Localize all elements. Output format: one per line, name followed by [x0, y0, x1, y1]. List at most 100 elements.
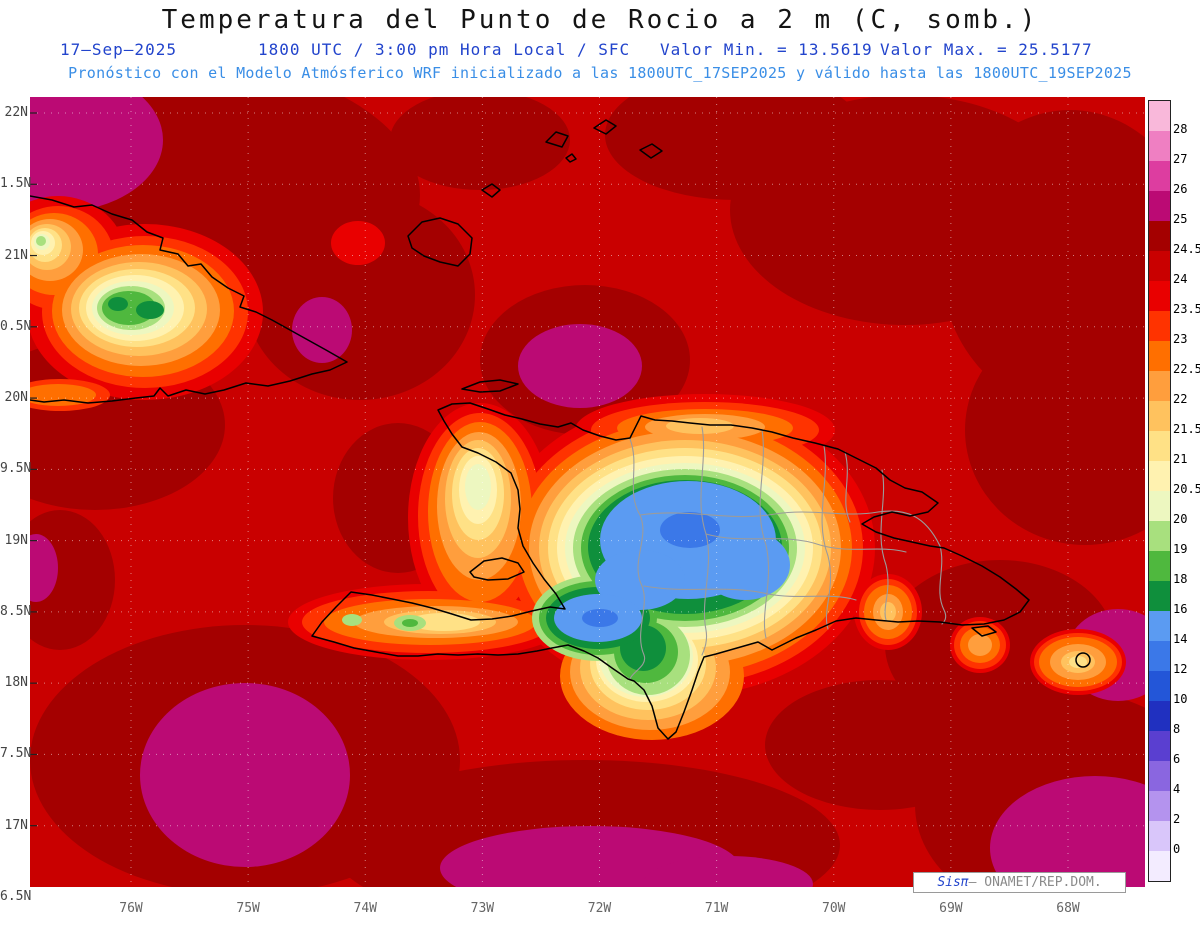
colorbar-segment	[1149, 611, 1170, 641]
attribution-box: Sisπ– ONAMET/REP.DOM.	[913, 872, 1126, 893]
province-borders	[629, 426, 947, 680]
colorbar-label: 8	[1173, 722, 1181, 736]
x-axis-label: 68W	[1056, 901, 1080, 916]
colorbar-label: 16	[1173, 602, 1188, 616]
colorbar-segment	[1149, 551, 1170, 581]
colorbar-label: 25	[1173, 212, 1188, 226]
colorbar-segment	[1149, 731, 1170, 761]
coastlines	[30, 119, 1091, 740]
colorbar	[1148, 100, 1171, 882]
y-axis-label: 7.5N	[0, 746, 32, 762]
colorbar-label: 0	[1173, 842, 1181, 856]
y-axis-label: 20N	[4, 390, 28, 406]
colorbar-label: 22.5	[1173, 362, 1200, 376]
colorbar-label: 20.5	[1173, 482, 1200, 496]
colorbar-segment	[1149, 581, 1170, 611]
colorbar-label: 4	[1173, 782, 1181, 796]
colorbar-segment	[1149, 491, 1170, 521]
y-axis-label: 22N	[4, 105, 28, 120]
x-axis-label: 74W	[353, 901, 377, 916]
x-axis-label: 72W	[587, 901, 612, 916]
colorbar-segment	[1149, 221, 1170, 251]
colorbar-label: 21	[1173, 452, 1188, 466]
x-axis-label: 69W	[939, 901, 963, 916]
colorbar-label: 21.5	[1173, 422, 1200, 436]
x-axis-label: 73W	[470, 901, 495, 916]
forecast-date: 17–Sep–2025	[60, 40, 177, 59]
y-axis-label: 19N	[4, 532, 28, 548]
model-info-line: Pronóstico con el Modelo Atmósferico WRF…	[68, 64, 1132, 82]
y-axis-label: 6.5N	[0, 888, 32, 904]
value-max: Valor Max. = 25.5177	[880, 40, 1093, 59]
colorbar-segment	[1149, 401, 1170, 431]
attribution-org: – ONAMET/REP.DOM.	[968, 875, 1102, 890]
colorbar-label: 20	[1173, 512, 1188, 526]
colorbar-label: 26	[1173, 182, 1188, 196]
colorbar-label: 18	[1173, 572, 1188, 586]
colorbar-segment	[1149, 851, 1170, 881]
x-axis-label: 76W	[119, 901, 143, 916]
colorbar-segment	[1149, 191, 1170, 221]
colorbar-segment	[1149, 761, 1170, 791]
colorbar-label: 10	[1173, 692, 1188, 706]
colorbar-label: 24	[1173, 272, 1188, 286]
contour-map	[30, 97, 1145, 887]
colorbar-segment	[1149, 521, 1170, 551]
colorbar-segment	[1149, 281, 1170, 311]
caicos-island-2	[593, 119, 617, 135]
gonave-island	[469, 557, 525, 581]
colorbar-label: 6	[1173, 752, 1181, 766]
field-deep-blue	[582, 512, 720, 627]
mona-island	[1075, 652, 1091, 668]
turks-island	[639, 143, 663, 159]
value-min: Valor Min. = 13.5619	[660, 40, 873, 59]
colorbar-segment	[1149, 131, 1170, 161]
axis-ticks	[30, 112, 37, 827]
colorbar-segment	[1149, 311, 1170, 341]
tortue-island	[461, 379, 519, 393]
colorbar-label: 22	[1173, 392, 1188, 406]
colorbar-label: 23.5	[1173, 302, 1200, 316]
y-axis-label: 8.5N	[0, 603, 32, 619]
colorbar-segment	[1149, 791, 1170, 821]
great-inagua-island	[407, 217, 473, 267]
colorbar-label: 2	[1173, 812, 1181, 826]
hispaniola-coastline	[311, 402, 1030, 740]
colorbar-label: 27	[1173, 152, 1188, 166]
colorbar-label: 23	[1173, 332, 1188, 346]
colorbar-segment	[1149, 641, 1170, 671]
little-inagua-island	[481, 183, 501, 198]
caicos-island-1	[545, 131, 569, 148]
colorbar-segment	[1149, 461, 1170, 491]
colorbar-segment	[1149, 161, 1170, 191]
colorbar-segment	[1149, 341, 1170, 371]
saona-island	[971, 625, 997, 637]
x-axis-label: 70W	[822, 901, 846, 916]
x-axis-label: 75W	[236, 901, 260, 916]
y-axis-label: 17N	[4, 817, 28, 833]
attribution-brand: Sisπ	[937, 875, 969, 890]
y-axis-label: 0.5N	[0, 318, 32, 334]
colorbar-label: 14	[1173, 632, 1188, 646]
colorbar-segment	[1149, 371, 1170, 401]
colorbar-segment	[1149, 671, 1170, 701]
forecast-time: 1800 UTC / 3:00 pm Hora Local / SFC	[258, 40, 631, 59]
colorbar-segment	[1149, 251, 1170, 281]
colorbar-label: 28	[1173, 122, 1188, 136]
colorbar-segment	[1149, 821, 1170, 851]
small-cay	[565, 153, 577, 163]
colorbar-label: 19	[1173, 542, 1188, 556]
cuba-coastline	[30, 195, 348, 404]
colorbar-label: 12	[1173, 662, 1188, 676]
field-magenta	[30, 97, 1145, 887]
y-axis-label: 1.5N	[0, 176, 32, 192]
colorbar-segment	[1149, 701, 1170, 731]
x-axis-label: 71W	[704, 901, 729, 916]
colorbar-segment	[1149, 101, 1170, 131]
colorbar-segment	[1149, 431, 1170, 461]
grid-lines	[30, 97, 1145, 887]
y-axis-label: 18N	[4, 675, 28, 691]
y-axis-label: 21N	[4, 247, 28, 263]
page-title: Temperatura del Punto de Rocio a 2 m (C,…	[161, 5, 1039, 35]
